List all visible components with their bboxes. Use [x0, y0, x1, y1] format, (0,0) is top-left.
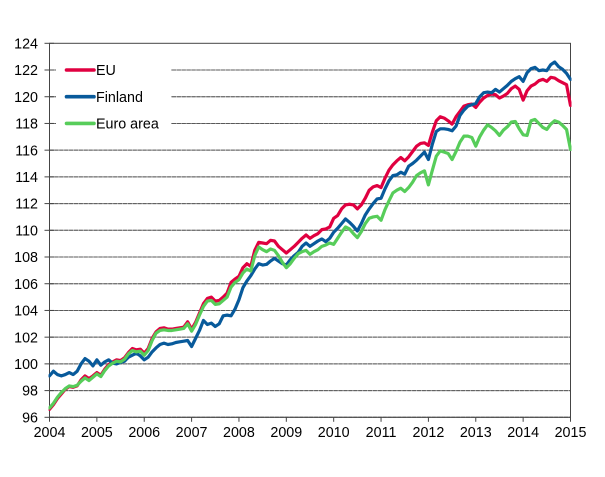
svg-text:2007: 2007 — [176, 425, 208, 441]
svg-text:EU: EU — [96, 63, 116, 79]
svg-text:2014: 2014 — [507, 425, 539, 441]
svg-text:2013: 2013 — [460, 425, 492, 441]
svg-text:2004: 2004 — [34, 425, 66, 441]
svg-text:96: 96 — [22, 410, 38, 426]
svg-text:102: 102 — [14, 330, 38, 346]
svg-text:116: 116 — [15, 143, 38, 159]
svg-text:2008: 2008 — [223, 425, 255, 441]
svg-text:2011: 2011 — [366, 425, 397, 441]
svg-text:2006: 2006 — [128, 425, 160, 441]
svg-text:2005: 2005 — [81, 425, 113, 441]
svg-text:112: 112 — [15, 197, 38, 213]
svg-text:2012: 2012 — [413, 425, 445, 441]
svg-text:Euro area: Euro area — [96, 117, 159, 133]
svg-text:104: 104 — [14, 304, 38, 320]
svg-text:Finland: Finland — [96, 90, 143, 106]
svg-text:98: 98 — [22, 384, 38, 400]
svg-text:118: 118 — [15, 117, 38, 133]
svg-text:124: 124 — [14, 36, 38, 52]
svg-text:100: 100 — [14, 357, 38, 373]
svg-text:2010: 2010 — [318, 425, 350, 441]
svg-text:110: 110 — [15, 223, 38, 239]
svg-text:108: 108 — [14, 250, 38, 266]
svg-text:106: 106 — [14, 277, 38, 293]
svg-text:122: 122 — [14, 63, 38, 79]
svg-text:2009: 2009 — [270, 425, 302, 441]
svg-text:120: 120 — [14, 90, 38, 106]
svg-text:2015: 2015 — [555, 425, 587, 441]
svg-text:114: 114 — [15, 170, 38, 186]
